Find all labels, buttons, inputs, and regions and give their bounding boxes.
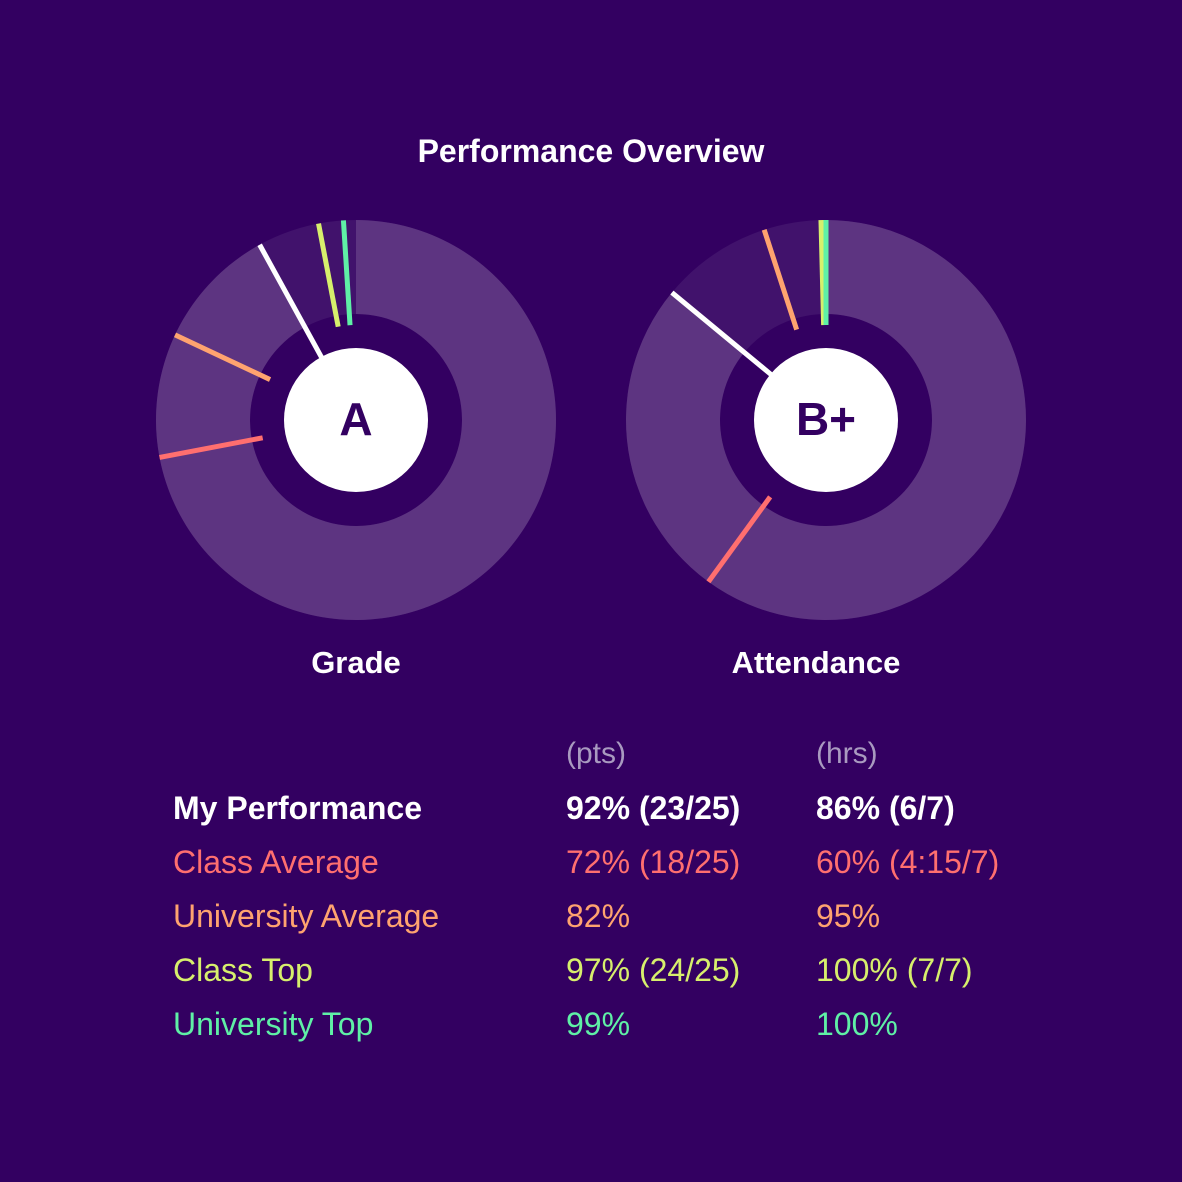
legend-name: University Average bbox=[173, 898, 440, 934]
attendance-center-text: B+ bbox=[796, 393, 856, 445]
legend-row-university-top: University Top 99% 100% bbox=[0, 1006, 1182, 1056]
legend-name: Class Top bbox=[173, 952, 313, 988]
legend-name: University Top bbox=[173, 1006, 374, 1042]
grade-marker-class-top bbox=[316, 223, 341, 328]
attendance-chart-label: Attendance bbox=[731, 645, 901, 680]
attendance-center-disc bbox=[754, 348, 898, 492]
legend-grade-value: 92% (23/25) bbox=[566, 790, 741, 826]
grade-center-disc bbox=[284, 348, 428, 492]
grade-marker-university-average bbox=[173, 332, 272, 382]
attendance-value-arc bbox=[625, 220, 1026, 620]
grade-marker-class-average bbox=[159, 435, 264, 460]
legend-attendance-value: 60% (4:15/7) bbox=[816, 844, 1000, 880]
legend-grade-value: 82% bbox=[566, 898, 631, 934]
chart-title: Performance Overview bbox=[417, 133, 765, 169]
legend-name: My Performance bbox=[173, 790, 422, 826]
legend-row-class-top: Class Top 97% (24/25) 100% (7/7) bbox=[0, 952, 1182, 1002]
attendance-marker-university-average bbox=[761, 229, 800, 331]
grade-chart-label: Grade bbox=[311, 645, 401, 680]
legend-attendance-value: 86% (6/7) bbox=[816, 790, 955, 826]
legend-attendance-value: 100% bbox=[816, 1006, 898, 1042]
legend-attendance-value: 95% bbox=[816, 898, 881, 934]
legend-attendance-value: 100% (7/7) bbox=[816, 952, 973, 988]
grade-unit: (pts) bbox=[566, 737, 626, 770]
grade-value-arc bbox=[155, 220, 556, 620]
grade-marker-my-performance bbox=[257, 243, 325, 360]
attendance-unit: (hrs) bbox=[816, 737, 878, 770]
grade-marker-university-top bbox=[340, 220, 353, 326]
legend-row-class-average: Class Average 72% (18/25) 60% (4:15/7) bbox=[0, 844, 1182, 894]
grade-center-text: A bbox=[339, 393, 372, 445]
legend-name: Class Average bbox=[173, 844, 379, 880]
attendance-marker-class-average bbox=[706, 495, 773, 584]
legend-grade-value: 99% bbox=[566, 1006, 631, 1042]
legend-row-university-average: University Average 82% 95% bbox=[0, 898, 1182, 948]
legend-grade-value: 97% (24/25) bbox=[566, 952, 741, 988]
legend-grade-value: 72% (18/25) bbox=[566, 844, 741, 880]
legend-row-my-performance: My Performance 92% (23/25) 86% (6/7) bbox=[0, 790, 1182, 840]
attendance-marker-my-performance bbox=[670, 290, 774, 378]
attendance-marker-class-top bbox=[818, 220, 827, 326]
